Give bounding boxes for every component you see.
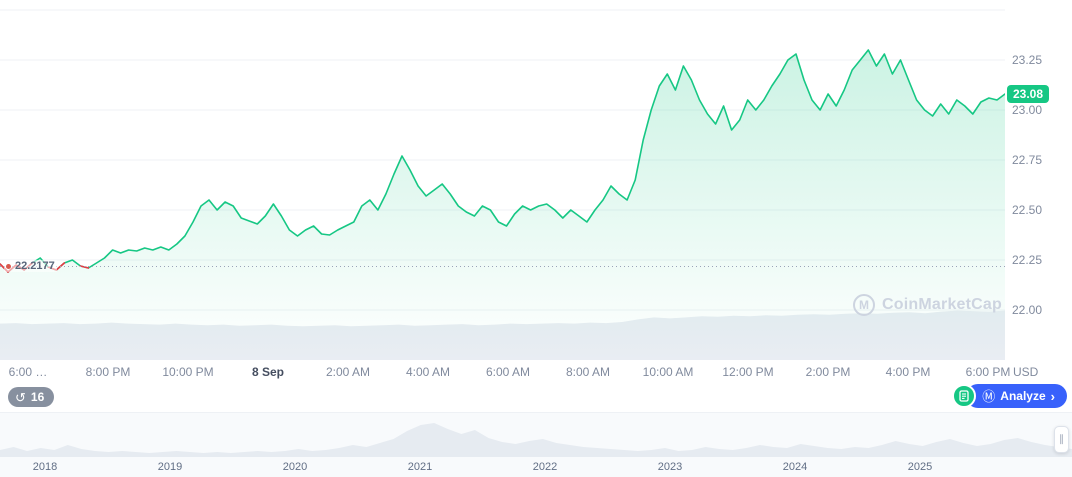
navigator-year-label: 2020 <box>282 461 308 473</box>
time-axis-tick: 6:00 … <box>8 365 48 379</box>
analyze-group: Ⓜ Analyze › <box>952 384 1067 408</box>
time-axis: 6:00 … 8:00 PM 10:00 PM 8 Sep 2:00 AM 4:00 AM… <box>0 360 1072 384</box>
history-badge[interactable]: ↺ 16 <box>8 387 55 407</box>
price-line-up <box>0 49 1005 273</box>
navigator-scrollbar-handle[interactable]: ∥ <box>1054 426 1069 453</box>
date-range-navigator[interactable]: 2018 2019 2020 2021 2022 2023 2024 2025 ∥ <box>0 412 1072 477</box>
navigator-year-label: 2023 <box>657 461 683 473</box>
price-chart[interactable]: 22.2177 M CoinMarketCap 23.25 23.00 22.75 2… <box>0 0 1072 360</box>
navigator-year-label: 2024 <box>782 461 808 473</box>
chevron-right-icon: › <box>1050 388 1055 404</box>
analyze-button[interactable]: Ⓜ Analyze › <box>966 384 1067 408</box>
document-icon <box>959 390 969 402</box>
navigator-year-label: 2025 <box>907 461 933 473</box>
history-count: 16 <box>30 390 45 404</box>
history-icon: ↺ <box>15 389 26 405</box>
previous-close-label: 22.2177 <box>4 260 57 273</box>
time-axis-tick: 4:00 PM <box>885 365 931 379</box>
time-axis-tick: 4:00 AM <box>405 365 451 379</box>
watermark-text: CoinMarketCap <box>882 296 1002 313</box>
coinmarketcap-logo-icon: M <box>853 294 876 316</box>
coinmarketcap-logo-icon: Ⓜ <box>982 388 996 404</box>
navigator-area <box>0 423 1072 457</box>
previous-close-value: 22.2177 <box>15 260 55 273</box>
time-axis-tick: 6:00 PM <box>965 365 1011 379</box>
price-axis-tick: 22.50 <box>1012 203 1043 217</box>
chart-controls: ↺ 16 Ⓜ Analyze › <box>0 384 1072 412</box>
time-axis-tick: 10:00 AM <box>642 365 694 379</box>
navigator-mini-chart[interactable] <box>0 415 1072 457</box>
time-axis-tick: 8:00 PM <box>85 365 131 379</box>
time-axis-tick: 8 Sep <box>251 365 285 379</box>
navigator-year-label: 2021 <box>407 461 433 473</box>
time-axis-tick: 6:00 AM <box>485 365 531 379</box>
price-dot-icon <box>6 263 11 269</box>
ai-summary-button[interactable] <box>952 384 977 408</box>
price-axis-tick: 23.25 <box>1012 53 1043 67</box>
price-axis-tick: 22.75 <box>1012 153 1043 167</box>
time-axis-tick: 2:00 AM <box>325 365 371 379</box>
time-axis-tick: 2:00 PM <box>805 365 851 379</box>
coinmarketcap-watermark: M CoinMarketCap <box>853 294 1002 316</box>
time-axis-tick: 10:00 PM <box>162 365 214 379</box>
time-axis-tick: 12:00 PM <box>722 365 774 379</box>
currency-label: USD <box>1013 365 1039 379</box>
analyze-label: Analyze <box>1000 389 1046 403</box>
current-price-badge: 23.08 <box>1007 85 1050 103</box>
time-axis-tick: 8:00 AM <box>565 365 611 379</box>
price-axis-tick: 22.00 <box>1012 303 1043 317</box>
price-axis-tick: 22.25 <box>1012 253 1043 267</box>
price-area-fill <box>0 50 1005 360</box>
navigator-year-label: 2019 <box>157 461 183 473</box>
price-axis-tick: 23.00 <box>1012 103 1043 117</box>
navigator-year-label: 2018 <box>32 461 58 473</box>
price-axis: 23.25 23.00 22.75 22.50 22.25 22.00 <box>1005 0 1072 360</box>
navigator-year-label: 2022 <box>532 461 558 473</box>
